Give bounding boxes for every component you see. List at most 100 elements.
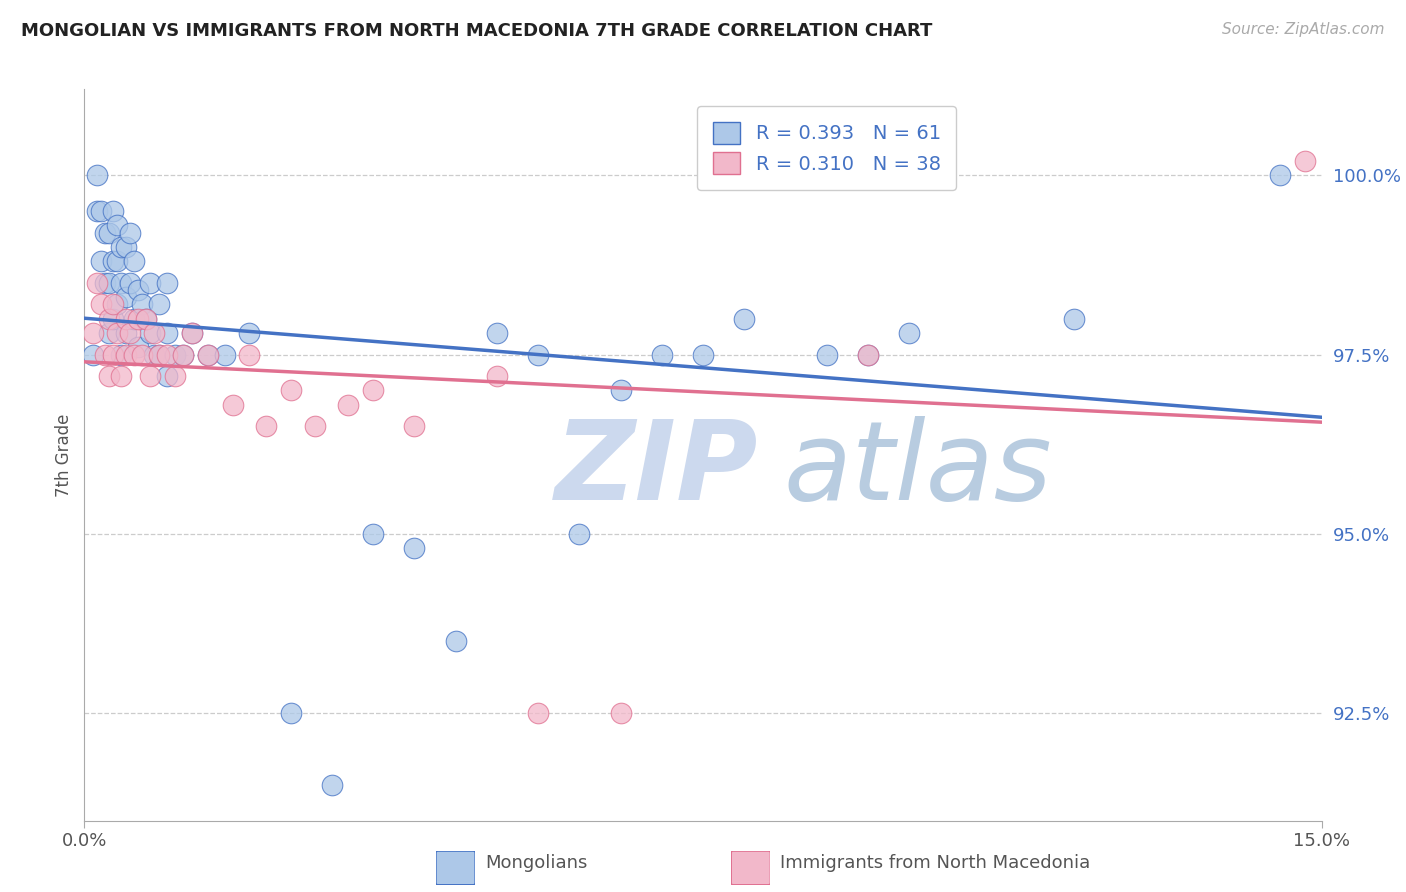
Point bbox=[90, 297, 112, 311]
Point bbox=[280, 706, 302, 720]
Point bbox=[180, 326, 202, 340]
Point bbox=[135, 311, 157, 326]
Point bbox=[172, 347, 194, 361]
Point bbox=[280, 384, 302, 398]
Point bbox=[110, 276, 132, 290]
Point bbox=[527, 347, 550, 361]
FancyBboxPatch shape bbox=[436, 851, 475, 885]
Point bbox=[485, 369, 508, 384]
Point bbox=[568, 526, 591, 541]
Point bbox=[156, 369, 179, 384]
Point bbox=[180, 326, 202, 340]
Point bbox=[105, 326, 128, 340]
Point bbox=[139, 276, 162, 290]
Point bbox=[135, 311, 157, 326]
Point bbox=[114, 240, 136, 254]
Point bbox=[118, 226, 141, 240]
Point bbox=[321, 778, 343, 792]
Point bbox=[105, 219, 128, 233]
Point bbox=[148, 297, 170, 311]
Text: Immigrants from North Macedonia: Immigrants from North Macedonia bbox=[780, 855, 1091, 872]
Point bbox=[105, 254, 128, 268]
Point bbox=[114, 326, 136, 340]
Text: ZIP: ZIP bbox=[554, 416, 758, 523]
Point bbox=[90, 254, 112, 268]
Point bbox=[304, 419, 326, 434]
Point bbox=[86, 204, 108, 219]
Point bbox=[114, 347, 136, 361]
Point bbox=[90, 204, 112, 219]
Point bbox=[238, 326, 260, 340]
Point bbox=[122, 311, 145, 326]
Point bbox=[156, 326, 179, 340]
Point bbox=[609, 706, 631, 720]
Point bbox=[103, 254, 125, 268]
Point bbox=[404, 419, 426, 434]
Point bbox=[94, 347, 117, 361]
FancyBboxPatch shape bbox=[731, 851, 770, 885]
Point bbox=[856, 347, 879, 361]
Point bbox=[86, 276, 108, 290]
Point bbox=[898, 326, 921, 340]
Point bbox=[118, 276, 141, 290]
Point bbox=[127, 340, 149, 354]
Point bbox=[815, 347, 838, 361]
Point bbox=[361, 384, 384, 398]
Point bbox=[94, 276, 117, 290]
Point bbox=[238, 347, 260, 361]
Point bbox=[122, 347, 145, 361]
Point bbox=[127, 283, 149, 297]
Point bbox=[485, 326, 508, 340]
Point bbox=[1063, 311, 1085, 326]
Text: atlas: atlas bbox=[783, 416, 1052, 523]
Point bbox=[110, 347, 132, 361]
Point bbox=[692, 347, 714, 361]
Point bbox=[337, 398, 360, 412]
Point bbox=[197, 347, 219, 361]
Point bbox=[527, 706, 550, 720]
Point bbox=[103, 297, 125, 311]
Point bbox=[114, 290, 136, 304]
Point bbox=[98, 369, 121, 384]
Point bbox=[165, 369, 187, 384]
Point bbox=[103, 204, 125, 219]
Point bbox=[148, 347, 170, 361]
Point bbox=[98, 276, 121, 290]
Point bbox=[139, 326, 162, 340]
Point bbox=[156, 347, 179, 361]
Point bbox=[444, 634, 467, 648]
Text: MONGOLIAN VS IMMIGRANTS FROM NORTH MACEDONIA 7TH GRADE CORRELATION CHART: MONGOLIAN VS IMMIGRANTS FROM NORTH MACED… bbox=[21, 22, 932, 40]
Point bbox=[1294, 153, 1316, 168]
Point bbox=[254, 419, 277, 434]
Point bbox=[98, 326, 121, 340]
Point bbox=[165, 347, 187, 361]
Point bbox=[127, 311, 149, 326]
Point bbox=[82, 347, 104, 361]
Point bbox=[214, 347, 236, 361]
Point bbox=[404, 541, 426, 556]
Point bbox=[143, 347, 166, 361]
Point bbox=[197, 347, 219, 361]
Point bbox=[110, 369, 132, 384]
Point bbox=[222, 398, 245, 412]
Point bbox=[86, 168, 108, 182]
Text: Mongolians: Mongolians bbox=[485, 855, 588, 872]
Point bbox=[733, 311, 755, 326]
Point bbox=[94, 226, 117, 240]
Point bbox=[148, 347, 170, 361]
Y-axis label: 7th Grade: 7th Grade bbox=[55, 413, 73, 497]
Point bbox=[172, 347, 194, 361]
Point bbox=[118, 326, 141, 340]
Point bbox=[82, 326, 104, 340]
Point bbox=[122, 254, 145, 268]
Point bbox=[361, 526, 384, 541]
Point bbox=[105, 297, 128, 311]
Point bbox=[609, 384, 631, 398]
Point bbox=[139, 369, 162, 384]
Point bbox=[143, 326, 166, 340]
Point bbox=[156, 276, 179, 290]
Point bbox=[131, 297, 153, 311]
Text: Source: ZipAtlas.com: Source: ZipAtlas.com bbox=[1222, 22, 1385, 37]
Point bbox=[103, 347, 125, 361]
Point bbox=[651, 347, 673, 361]
